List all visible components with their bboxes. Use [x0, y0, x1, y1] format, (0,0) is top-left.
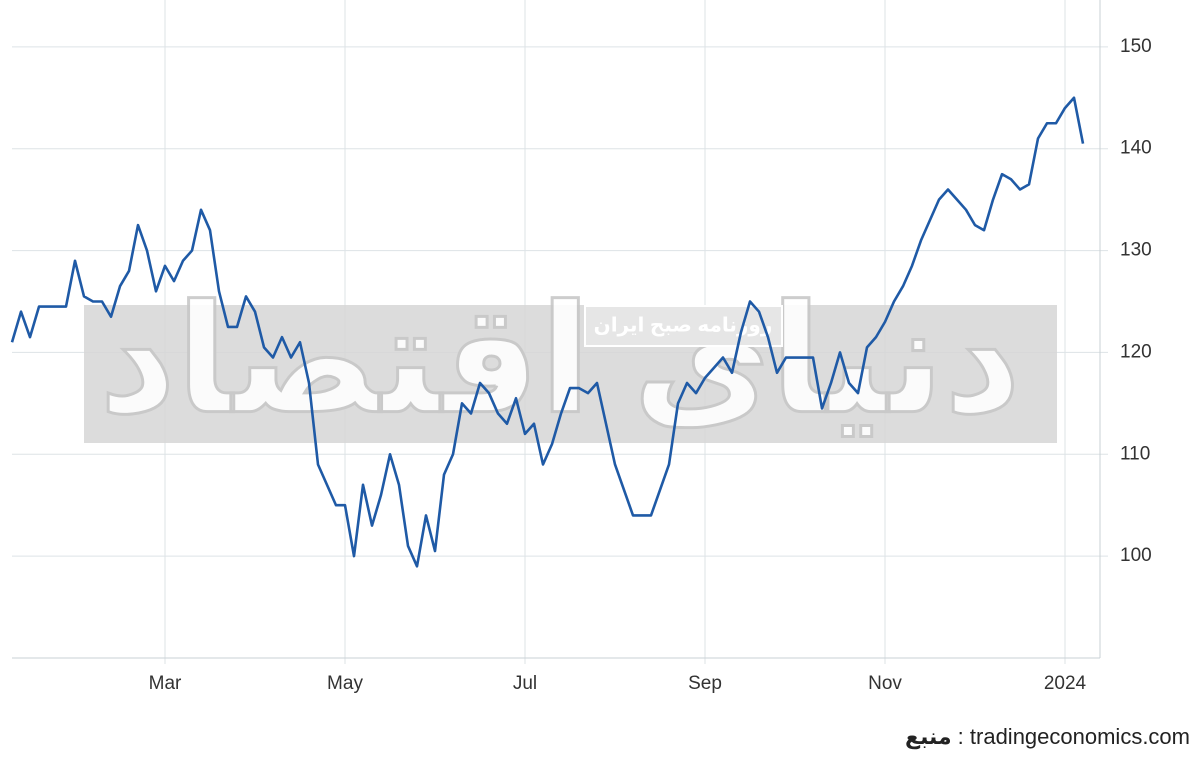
x-tick-label: Jul	[513, 673, 537, 694]
watermark-band	[84, 305, 1057, 443]
y-tick-label: 150	[1120, 36, 1152, 57]
price-line	[10, 96, 1085, 568]
watermark-subtitle: روزنامه صبح ایران	[594, 314, 773, 336]
x-tick-label: Mar	[149, 673, 182, 694]
x-tick-label: Sep	[688, 673, 722, 694]
y-tick-label: 130	[1120, 240, 1152, 261]
source-text: : tradingeconomics.com	[957, 724, 1190, 749]
y-tick-label: 110	[1120, 443, 1150, 464]
y-tick-label: 100	[1120, 545, 1152, 566]
watermark: دنیای اقتصاد روزنامه صبح ایران	[84, 274, 1057, 445]
y-tick-label: 120	[1120, 341, 1152, 362]
x-tick-label: Nov	[868, 673, 902, 694]
x-tick-label: 2024	[1044, 673, 1087, 694]
watermark-box	[584, 305, 783, 347]
y-tick-label: 140	[1120, 138, 1152, 159]
source: منبع: tradingeconomics.com	[905, 724, 1190, 750]
x-tick-label: May	[327, 673, 363, 694]
source-label: منبع	[905, 724, 952, 749]
watermark-title: دنیای اقتصاد	[99, 276, 1021, 444]
